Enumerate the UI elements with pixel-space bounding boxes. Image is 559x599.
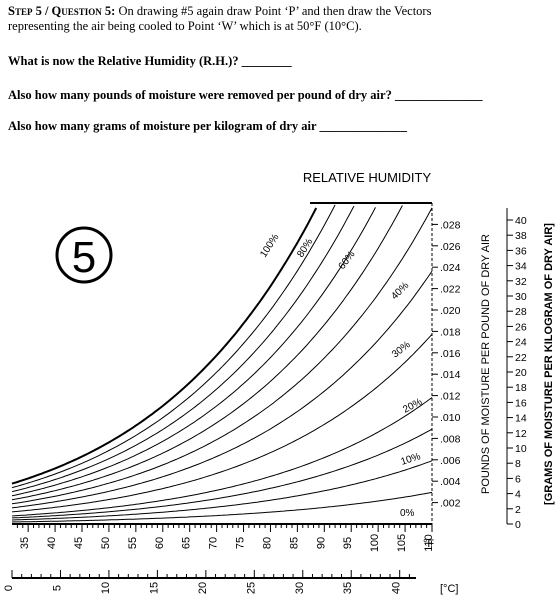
pounds-tick-label: .022 xyxy=(440,284,461,296)
grams-axis-label: [GRAMS OF MOISTURE PER KILOGRAM OF DRY A… xyxy=(543,223,555,505)
rh-curve-15 xyxy=(11,428,433,519)
pounds-tick-label: .024 xyxy=(440,262,461,274)
fahrenheit-tick-label: 55 xyxy=(127,537,139,549)
question-relative-humidity: What is now the Relative Humidity (R.H.)… xyxy=(8,54,292,68)
pounds-tick-label: .026 xyxy=(440,241,461,253)
pounds-tick-label: .004 xyxy=(440,476,461,488)
step-label: Step 5 / Question 5: xyxy=(8,4,116,18)
fahrenheit-tick-label: 60 xyxy=(154,537,166,549)
rh-label: 40% xyxy=(389,280,411,302)
rh-curve-40 xyxy=(11,270,433,509)
fahrenheit-tick-label: 50 xyxy=(100,537,112,549)
pounds-tick-label: .018 xyxy=(440,326,461,338)
rh-curve-100 xyxy=(11,207,318,485)
grams-tick-label: 40 xyxy=(515,215,527,227)
pounds-tick-label: .028 xyxy=(440,219,461,231)
fahrenheit-tick-label: 100 xyxy=(369,534,381,552)
grams-tick-label: 18 xyxy=(515,382,527,394)
rh-curves xyxy=(11,204,433,523)
instructions: Step 5 / Question 5: On drawing #5 again… xyxy=(8,4,553,34)
celsius-unit: [°C] xyxy=(440,583,458,595)
celsius-tick-label: 5 xyxy=(51,585,63,591)
drawing-number: 5 xyxy=(72,233,96,282)
fahrenheit-tick-label: 40 xyxy=(46,537,58,549)
grams-tick-label: 34 xyxy=(515,261,527,273)
pounds-tick-label: .014 xyxy=(440,369,461,381)
pounds-tick-label: .016 xyxy=(440,348,461,360)
rh-curve-70 xyxy=(11,207,376,497)
pounds-axis-label: POUNDS OF MOISTURE PER POUND OF DRY AIR xyxy=(480,234,492,494)
fahrenheit-tick-label: 95 xyxy=(342,537,354,549)
celsius-tick-label: 25 xyxy=(245,582,257,594)
grams-tick-label: 0 xyxy=(515,519,521,531)
instruction-line-2: representing the air being cooled to Poi… xyxy=(8,19,362,33)
fahrenheit-tick-label: 45 xyxy=(73,537,85,549)
fahrenheit-tick-label: 65 xyxy=(181,537,193,549)
question-grams-removed: Also how many grams of moisture per kilo… xyxy=(8,119,407,133)
fahrenheit-tick-label: 75 xyxy=(235,537,247,549)
fahrenheit-tick-label: 35 xyxy=(19,537,31,549)
rh-curve-60 xyxy=(11,205,403,501)
grams-tick-label: 38 xyxy=(515,230,527,242)
grams-tick-label: 2 xyxy=(515,504,521,516)
grams-tick-label: 10 xyxy=(515,443,527,455)
celsius-tick-label: 40 xyxy=(391,582,403,594)
instruction-line-1: On drawing #5 again draw Point ‘P’ and t… xyxy=(118,4,432,18)
fahrenheit-tick-label: 110 xyxy=(423,534,435,552)
grams-tick-label: 26 xyxy=(515,321,527,333)
rh-curve-20 xyxy=(11,397,433,517)
pounds-axis: .028 .026 .024 .022 .020 .018 .016 .014 .012 .010… xyxy=(432,219,461,510)
fahrenheit-unit: °F xyxy=(423,538,434,550)
fahrenheit-axis: 35 40 45 50 55 60 65 70 75 80 85 90 95 100 105 110 xyxy=(16,524,435,552)
pounds-tick-label: .008 xyxy=(440,433,461,445)
celsius-tick-label: 35 xyxy=(342,582,354,594)
rh-curve-5 xyxy=(11,491,433,523)
pounds-tick-label: .020 xyxy=(440,305,461,317)
fahrenheit-tick-label: 105 xyxy=(396,534,408,552)
grams-tick-label: 12 xyxy=(515,428,527,440)
rh-curve-80 xyxy=(11,205,355,493)
grams-tick-label: 24 xyxy=(515,337,527,349)
grams-tick-label: 30 xyxy=(515,291,527,303)
fahrenheit-tick-label: 80 xyxy=(261,537,273,549)
rh-label: 60% xyxy=(337,249,358,272)
pounds-tick-label: .006 xyxy=(440,455,461,467)
grams-tick-label: 32 xyxy=(515,276,527,288)
rh-curve-30 xyxy=(11,333,433,513)
celsius-tick-label: 0 xyxy=(3,585,15,591)
drawing-number-circle xyxy=(55,226,113,284)
grams-tick-label: 4 xyxy=(515,489,521,501)
rh-curve-10 xyxy=(11,460,433,521)
fahrenheit-tick-label: 85 xyxy=(288,537,300,549)
grams-tick-label: 20 xyxy=(515,367,527,379)
celsius-tick-label: 20 xyxy=(197,582,209,594)
pounds-tick-label: .002 xyxy=(440,498,461,510)
rh-labels: 100% 80%60%40%30%20%10%0% xyxy=(258,232,424,519)
rh-label: 30% xyxy=(390,339,413,360)
question-pounds-removed: Also how many pounds of moisture were re… xyxy=(8,88,483,102)
celsius-axis: 0 5 10 15 20 25 30 35 40 xyxy=(3,570,410,594)
fahrenheit-tick-label: 70 xyxy=(208,537,220,549)
celsius-tick-label: 15 xyxy=(148,582,160,594)
grams-tick-label: 6 xyxy=(515,473,521,485)
grams-tick-label: 16 xyxy=(515,397,527,409)
grams-tick-label: 36 xyxy=(515,245,527,257)
celsius-tick-label: 30 xyxy=(294,582,306,594)
chart-title: RELATIVE HUMIDITY xyxy=(303,170,432,185)
rh-curve-50 xyxy=(11,207,433,505)
grams-tick-label: 22 xyxy=(515,352,527,364)
rh-curve-90 xyxy=(11,204,336,489)
fahrenheit-tick-label: 90 xyxy=(315,537,327,549)
rh-label: 20% xyxy=(401,396,424,415)
grams-tick-label: 8 xyxy=(515,458,521,470)
pounds-tick-label: .010 xyxy=(440,412,461,424)
rh-label: 0% xyxy=(400,508,415,519)
celsius-tick-label: 10 xyxy=(100,582,112,594)
rh-label: 100% xyxy=(258,232,281,260)
grams-tick-label: 28 xyxy=(515,306,527,318)
pounds-tick-label: .012 xyxy=(440,391,461,403)
grams-tick-label: 14 xyxy=(515,413,527,425)
